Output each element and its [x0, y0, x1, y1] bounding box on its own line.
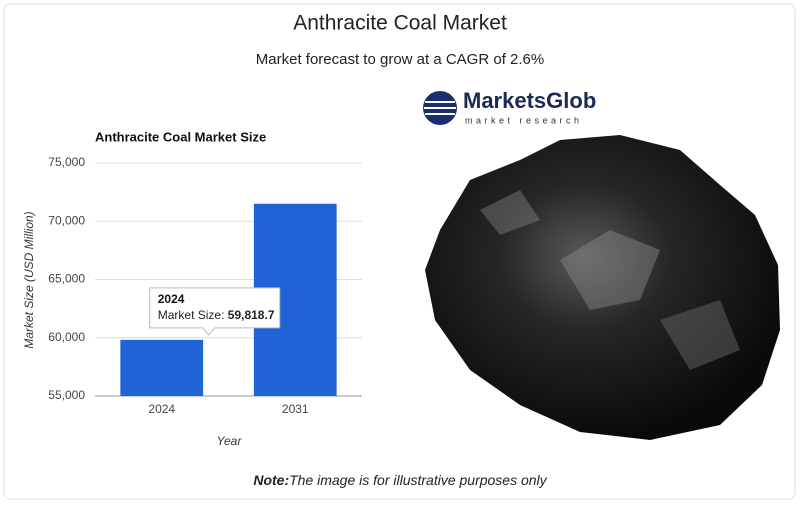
y-tick-label: 60,000 — [48, 330, 85, 344]
coal-highlight — [560, 230, 660, 310]
y-tick-label: 75,000 — [48, 155, 85, 169]
x-tick-label: 2031 — [282, 402, 309, 416]
coal-highlight — [660, 300, 740, 370]
chart: Anthracite Coal Market Size Market Size … — [22, 129, 362, 448]
coal-highlight — [480, 190, 540, 235]
bar — [120, 339, 204, 396]
page-title: Anthracite Coal Market — [293, 12, 507, 35]
note: Note:The image is for illustrative purpo… — [253, 472, 547, 488]
tooltip-value: 59,818.7 — [228, 308, 275, 322]
photo: MarketsGlob market research — [415, 88, 787, 461]
y-axis-label: Market Size (USD Million) — [22, 211, 36, 348]
chart-title: Anthracite Coal Market Size — [95, 129, 266, 144]
y-tick-label: 55,000 — [48, 388, 85, 402]
page-subtitle: Market forecast to grow at a CAGR of 2.6… — [256, 51, 544, 68]
note-text: The image is for illustrative purposes o… — [289, 472, 548, 488]
tooltip-box — [149, 287, 281, 336]
logo-tagline: market research — [465, 115, 583, 125]
logo-stripes — [424, 101, 456, 115]
tooltip-title: 2024 — [158, 292, 185, 306]
x-tick-label: 2024 — [148, 402, 175, 416]
note-label: Note: — [253, 472, 289, 488]
tooltip-label: Market Size: — [158, 308, 225, 322]
y-tick-label: 65,000 — [48, 272, 85, 286]
coal — [425, 135, 780, 440]
y-tick-label: 70,000 — [48, 213, 85, 227]
logo-name: MarketsGlob — [463, 88, 596, 113]
x-axis-label: Year — [217, 434, 243, 448]
tooltip-text: Market Size: 59,818.7 — [158, 308, 275, 322]
